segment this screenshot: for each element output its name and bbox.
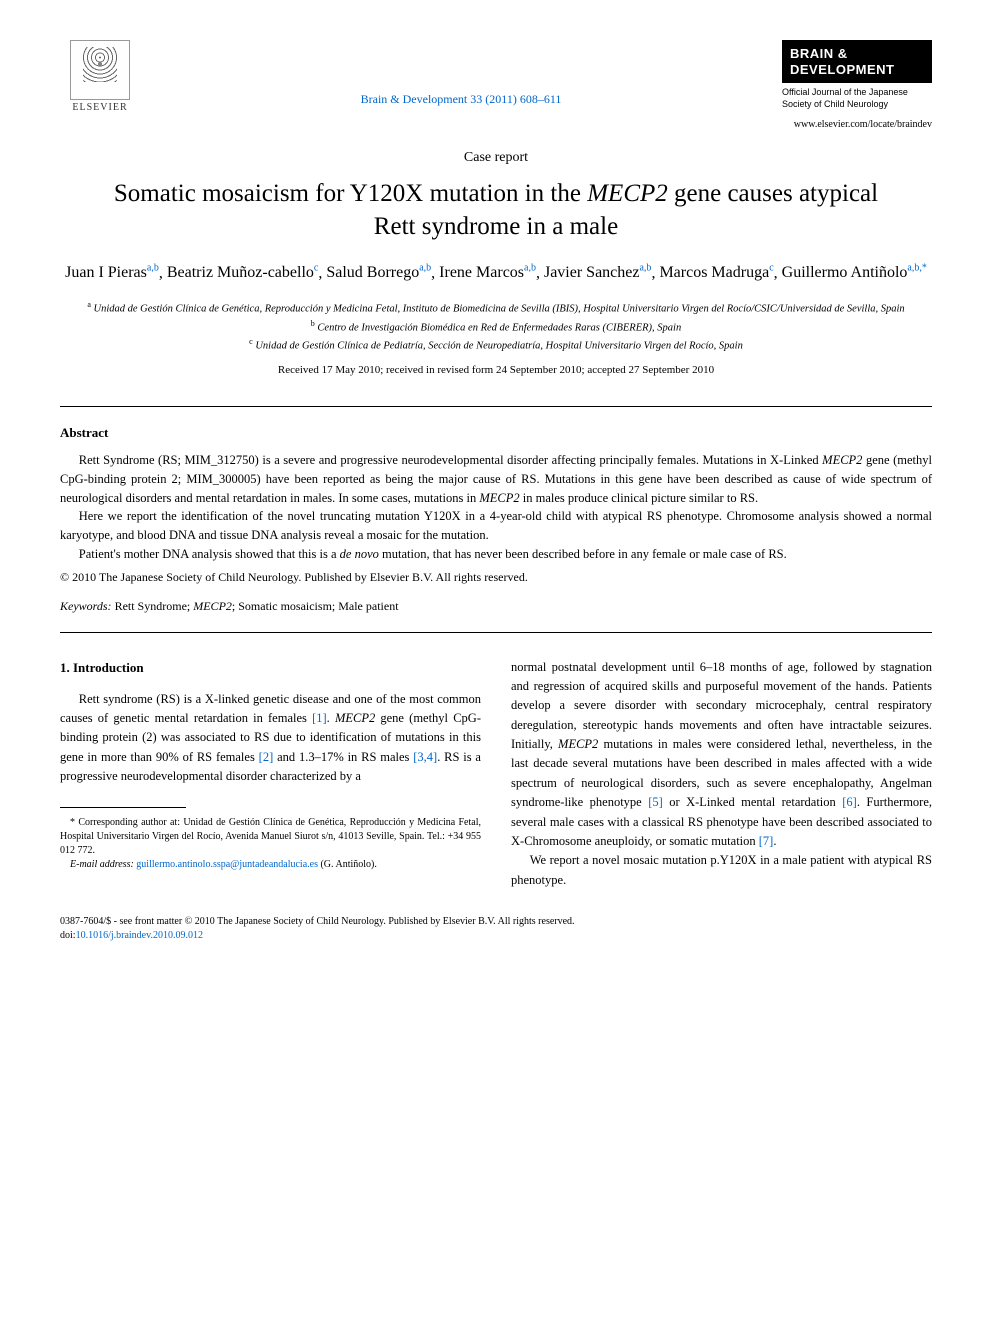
section-heading: 1. Introduction: [60, 658, 481, 678]
divider: [60, 632, 932, 633]
author: Marcos Madrugac: [659, 264, 773, 281]
column-right: normal postnatal development until 6–18 …: [511, 658, 932, 891]
body-columns: 1. Introduction Rett syndrome (RS) is a …: [60, 658, 932, 891]
aff-link[interactable]: c: [769, 263, 773, 274]
journal-badge-l2: DEVELOPMENT: [790, 62, 894, 77]
authors-list: Juan I Pierasa,b, Beatriz Muñoz-cabelloc…: [60, 261, 932, 285]
footer-doi: doi:10.1016/j.braindev.2010.09.012: [60, 929, 932, 943]
citation-link[interactable]: [1]: [312, 711, 327, 725]
article-title: Somatic mosaicism for Y120X mutation in …: [90, 178, 902, 243]
title-gene: MECP2: [587, 180, 668, 207]
abstract-p3: Patient's mother DNA analysis showed tha…: [60, 545, 932, 564]
affiliation-c: c Unidad de Gestión Clínica de Pediatría…: [60, 336, 932, 354]
doi-link[interactable]: 10.1016/j.braindev.2010.09.012: [76, 930, 203, 941]
column-left: 1. Introduction Rett syndrome (RS) is a …: [60, 658, 481, 891]
citation-link[interactable]: [3,4]: [413, 750, 437, 764]
publisher-name: ELSEVIER: [72, 102, 127, 113]
aff-link[interactable]: a,b,*: [907, 263, 926, 274]
affiliations: a Unidad de Gestión Clínica de Genética,…: [60, 299, 932, 354]
citation-link[interactable]: [6]: [842, 795, 857, 809]
author: Guillermo Antiñoloa,b,*: [782, 264, 927, 281]
intro-p1-left: Rett syndrome (RS) is a X-linked genetic…: [60, 690, 481, 787]
author: Salud Borregoa,b: [326, 264, 431, 281]
title-pre: Somatic mosaicism for Y120X mutation in …: [114, 180, 587, 207]
aff-link[interactable]: a,b: [147, 263, 159, 274]
abstract-copyright: © 2010 The Japanese Society of Child Neu…: [60, 570, 932, 585]
citation-link[interactable]: [7]: [759, 834, 774, 848]
email-label: E-mail address:: [70, 859, 134, 870]
aff-link[interactable]: a,b: [419, 263, 431, 274]
citation-link[interactable]: [2]: [259, 750, 274, 764]
aff-link[interactable]: a,b: [524, 263, 536, 274]
publisher-logo: ELSEVIER: [60, 40, 140, 130]
intro-p1-right: normal postnatal development until 6–18 …: [511, 658, 932, 852]
footer: 0387-7604/$ - see front matter © 2010 Th…: [60, 915, 932, 943]
author: Juan I Pierasa,b: [65, 264, 159, 281]
email-link[interactable]: guillermo.antinolo.sspa@juntadeandalucia…: [136, 859, 318, 870]
elsevier-tree-icon: [70, 40, 130, 100]
footer-issn: 0387-7604/$ - see front matter © 2010 Th…: [60, 915, 932, 929]
journal-subtitle: Official Journal of the Japanese Society…: [782, 87, 932, 110]
author: Beatriz Muñoz-cabelloc: [167, 264, 319, 281]
journal-badge-l1: BRAIN &: [790, 46, 848, 61]
intro-p2: We report a novel mosaic mutation p.Y120…: [511, 851, 932, 890]
aff-link[interactable]: c: [314, 263, 318, 274]
abstract-p1: Rett Syndrome (RS; MIM_312750) is a seve…: [60, 451, 932, 507]
journal-ref-link[interactable]: Brain & Development 33 (2011) 608–611: [361, 92, 562, 106]
article-type: Case report: [60, 150, 932, 166]
journal-badge: BRAIN & DEVELOPMENT: [782, 40, 932, 83]
corresponding-footnote: * Corresponding author at: Unidad de Ges…: [60, 816, 481, 872]
journal-box: BRAIN & DEVELOPMENT Official Journal of …: [782, 40, 932, 130]
keywords: Keywords: Rett Syndrome; MECP2; Somatic …: [60, 599, 932, 614]
article-dates: Received 17 May 2010; received in revise…: [60, 364, 932, 376]
journal-url: www.elsevier.com/locate/braindev: [782, 119, 932, 130]
aff-link[interactable]: a,b: [639, 263, 651, 274]
author: Irene Marcosa,b: [439, 264, 536, 281]
header-row: ELSEVIER Brain & Development 33 (2011) 6…: [60, 40, 932, 130]
abstract-body: Rett Syndrome (RS; MIM_312750) is a seve…: [60, 451, 932, 564]
keywords-label: Keywords:: [60, 599, 112, 613]
affiliation-b: b Centro de Investigación Biomédica en R…: [60, 318, 932, 336]
footnote-divider: [60, 807, 186, 808]
affiliation-a: a Unidad de Gestión Clínica de Genética,…: [60, 299, 932, 317]
abstract-p2: Here we report the identification of the…: [60, 507, 932, 545]
author: Javier Sancheza,b: [544, 264, 651, 281]
citation-link[interactable]: [5]: [648, 795, 663, 809]
abstract-heading: Abstract: [60, 425, 932, 441]
journal-reference: Brain & Development 33 (2011) 608–611: [140, 40, 782, 108]
divider: [60, 406, 932, 407]
